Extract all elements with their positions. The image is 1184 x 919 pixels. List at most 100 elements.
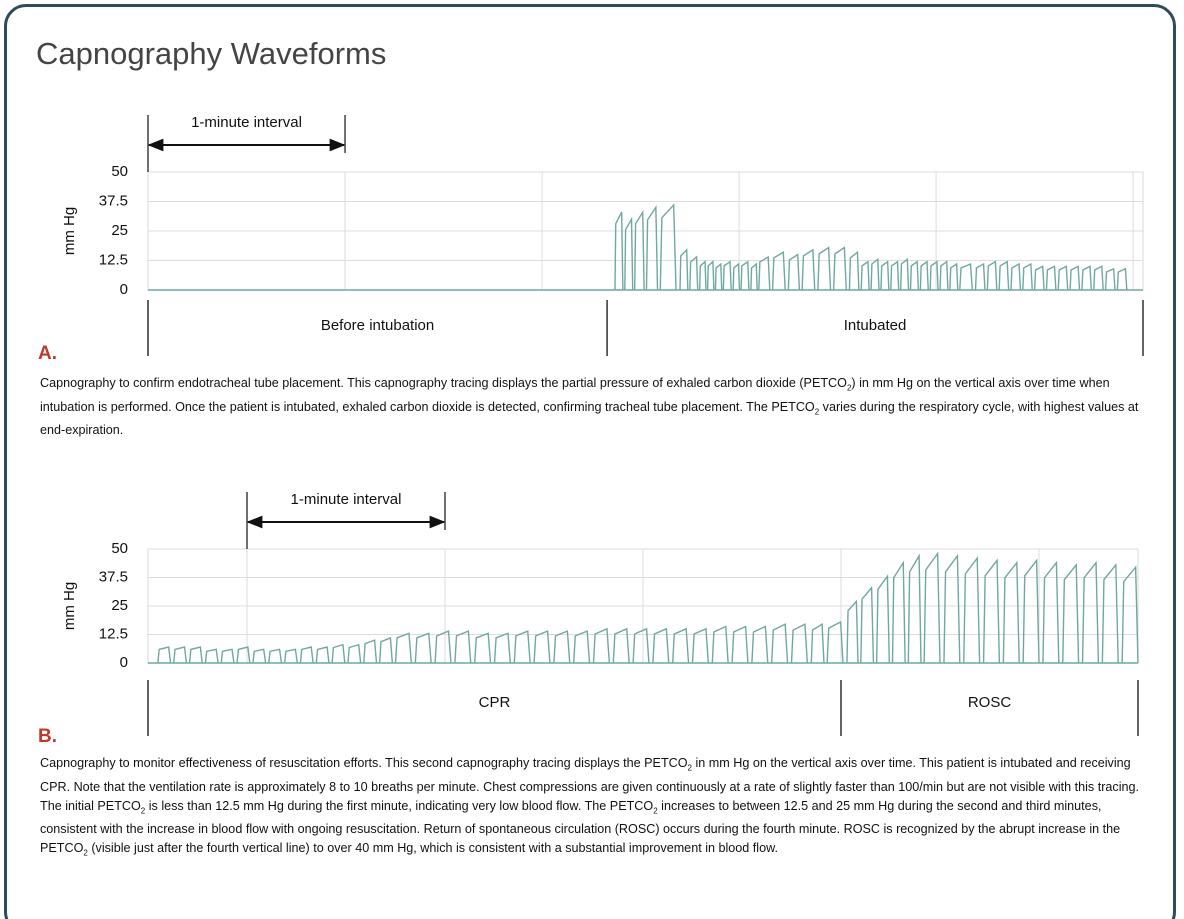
frame <box>4 4 1176 919</box>
breath <box>633 209 645 291</box>
phase-label: ROSC <box>968 694 1012 711</box>
y-tick-label: 50 <box>111 540 128 557</box>
breath <box>880 260 890 291</box>
breath <box>907 553 922 664</box>
breath <box>394 632 413 664</box>
panel-label: B. <box>38 726 57 747</box>
breath <box>706 260 715 291</box>
page-title: Capnography Waveforms <box>36 36 386 71</box>
breath <box>1057 265 1069 291</box>
interval-label: 1-minute interval <box>291 491 402 508</box>
breath <box>204 648 219 664</box>
breath <box>787 253 801 291</box>
breath <box>533 630 551 664</box>
breath <box>771 251 786 291</box>
caption-text: Capnography to confirm endotracheal tube… <box>40 376 847 390</box>
caption-text: varies during the respiratory cycle, wit… <box>40 399 1139 438</box>
breath <box>998 260 1010 291</box>
y-tick-label: 37.5 <box>99 192 128 209</box>
breath <box>679 248 689 291</box>
caption-text: 2 <box>687 763 692 773</box>
breath <box>573 630 591 664</box>
breath <box>378 636 394 664</box>
breath <box>846 599 859 664</box>
y-tick-label: 37.5 <box>99 568 128 585</box>
breath <box>672 627 690 664</box>
breath <box>1042 560 1060 664</box>
breath <box>614 211 624 291</box>
y-tick-label: 0 <box>120 654 128 671</box>
breath <box>919 260 929 291</box>
breath <box>659 203 677 291</box>
breath <box>220 648 235 664</box>
breath <box>860 585 875 664</box>
breath <box>875 574 891 664</box>
breath <box>909 260 920 291</box>
breath <box>929 260 939 291</box>
caption-text: increases to between 12.5 and 25 mm Hg d… <box>40 798 1121 856</box>
caption: Capnography to monitor effectiveness of … <box>40 754 1150 863</box>
breath <box>826 620 844 664</box>
breath <box>899 257 910 291</box>
breath <box>1045 265 1057 291</box>
breath <box>1033 265 1045 291</box>
y-axis-label: mm Hg <box>61 207 78 255</box>
breath <box>434 630 452 664</box>
breath <box>331 643 346 664</box>
breath <box>923 551 941 664</box>
breath <box>891 560 906 664</box>
breath <box>731 625 749 664</box>
breath <box>624 216 634 291</box>
breath <box>817 246 832 291</box>
breath <box>553 630 571 664</box>
caption-text: 2 <box>846 383 852 393</box>
breath <box>732 262 741 291</box>
caption-text: 2 <box>140 806 146 816</box>
breath <box>790 623 809 664</box>
breath <box>454 630 472 664</box>
caption-text: is less than 12.5 mm Hg during the first… <box>145 798 654 813</box>
breath <box>1104 267 1116 291</box>
breath <box>870 257 880 291</box>
breath <box>698 260 707 291</box>
caption-text: in mm Hg on the vertical axis over time.… <box>40 756 1140 813</box>
caption-text: (visible just after the fourth vertical … <box>87 841 779 856</box>
breath <box>1002 560 1020 664</box>
breath <box>986 260 998 291</box>
breath <box>750 262 758 291</box>
breath <box>363 639 378 664</box>
breath <box>860 260 870 291</box>
breath <box>959 263 974 291</box>
breath <box>1010 262 1022 291</box>
breath <box>890 260 900 291</box>
breath <box>493 632 512 664</box>
breath <box>1022 558 1040 664</box>
breath <box>157 646 172 664</box>
breath <box>414 632 432 664</box>
y-tick-label: 12.5 <box>99 625 128 642</box>
breath <box>645 205 659 291</box>
breath <box>299 646 314 664</box>
phase-label: CPR <box>479 694 511 711</box>
breath <box>1081 265 1093 291</box>
breath <box>848 250 860 291</box>
breath <box>283 648 298 664</box>
breath <box>268 648 283 664</box>
caption-text: Capnography to monitor effectiveness of … <box>40 756 688 770</box>
breath <box>982 558 1001 664</box>
phase-label: Intubated <box>844 317 907 334</box>
breath <box>1121 565 1139 664</box>
breath <box>513 630 531 664</box>
caption-text: 2 <box>653 806 658 816</box>
panel-label: A. <box>38 343 57 364</box>
breath <box>832 246 847 291</box>
caption-text: 2 <box>814 407 820 417</box>
y-axis-label: mm Hg <box>61 582 78 630</box>
breath <box>1022 262 1033 291</box>
breath <box>652 627 670 664</box>
breath <box>751 625 769 664</box>
breath <box>943 553 961 664</box>
breath <box>173 646 188 664</box>
